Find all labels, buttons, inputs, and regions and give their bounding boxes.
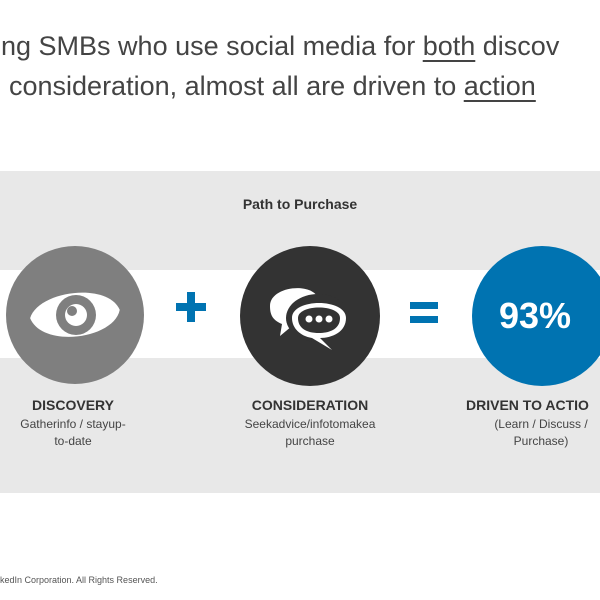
consideration-circle (240, 246, 380, 386)
title-emphasis-action: action (463, 71, 536, 101)
consideration-desc-line-1: Seekadvice/infotomakea (244, 417, 376, 431)
action-description: (Learn / Discuss / Purchase) (476, 416, 600, 450)
consideration-label: CONSIDERATION (251, 397, 369, 413)
title-line-1: ong SMBs who use social media for both d… (0, 26, 559, 66)
consideration-description: Seekadvice/infotomakea purchase (222, 416, 398, 450)
discovery-desc-line-2: to-date (54, 434, 92, 448)
panel-heading: Path to Purchase (242, 196, 358, 212)
eye-icon (30, 292, 120, 337)
discovery-circle (6, 246, 144, 384)
action-percentage: 93% (498, 295, 572, 336)
action-label: DRIVEN TO ACTIO (466, 397, 589, 413)
consideration-desc-line-2: purchase (285, 434, 335, 448)
equals-icon (410, 302, 438, 324)
title-line-1-tail: discov (475, 31, 560, 61)
chat-bubbles-icon (270, 288, 350, 350)
plus-icon (176, 292, 206, 322)
slide-title: ong SMBs who use social media for both d… (0, 26, 600, 106)
title-line-2: consideration, almost all are driven to … (9, 66, 536, 106)
copyright-footer: kedIn Corporation. All Rights Reserved. (0, 575, 158, 585)
title-line-2-text: consideration, almost all are driven to (9, 71, 464, 101)
discovery-desc-line-1: Gatherinfo / stayup- (20, 417, 126, 431)
action-circle: 93% (472, 246, 600, 386)
title-emphasis-both: both (422, 31, 476, 61)
title-line-1-text: ong SMBs who use social media for (0, 31, 423, 61)
action-desc-line-1: (Learn / Discuss / (494, 417, 588, 431)
discovery-label: DISCOVERY (32, 397, 114, 413)
discovery-description: Gatherinfo / stayup- to-date (10, 416, 136, 450)
action-desc-line-2: Purchase) (513, 434, 569, 448)
